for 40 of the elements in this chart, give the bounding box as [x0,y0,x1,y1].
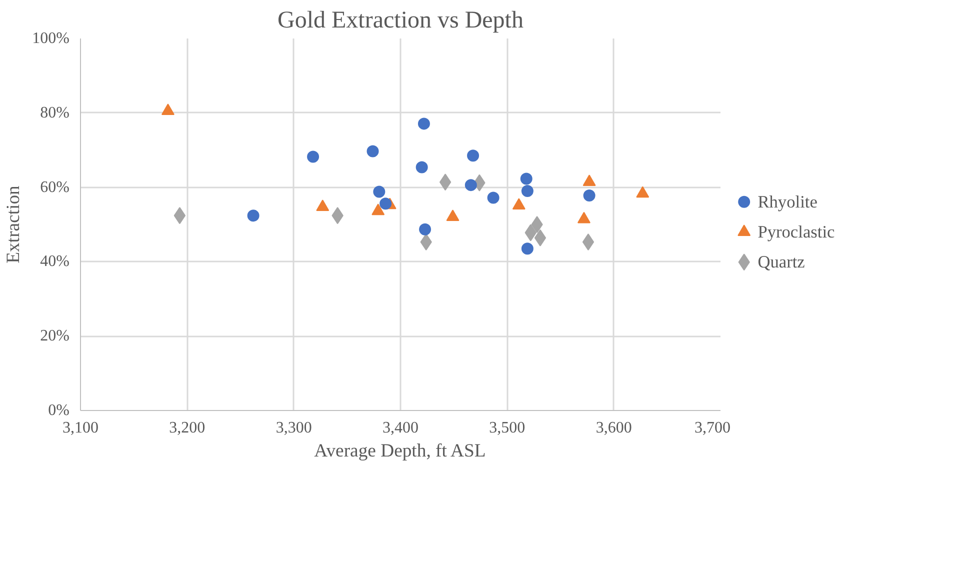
legend-label: Rhyolite [758,192,818,212]
y-tick-label: 80% [40,104,70,122]
point [446,210,460,222]
point [439,174,452,191]
legend-label: Quartz [758,252,806,272]
point [521,185,534,198]
point [419,223,432,236]
y-tick-label: 60% [40,178,70,196]
point [520,172,532,185]
point [521,242,534,255]
point [380,198,392,210]
point [487,192,500,204]
point [418,118,430,130]
x-tick-label: 3,300 [276,420,312,436]
x-tick-label: 3,700 [694,420,730,436]
point [307,150,320,163]
chart-title: Gold Extraction vs Depth [278,8,524,34]
point [373,186,386,198]
legend-label: Pyroclastic [758,222,836,242]
point [247,210,260,222]
point [467,150,480,162]
point [464,179,477,192]
y-axis-title: Extraction [3,184,24,264]
x-tick-label: 3,500 [489,420,526,436]
y-tick-label: 0% [48,402,70,419]
y-tick-label: 40% [40,253,70,270]
x-axis-title: Average Depth, ft ASL [314,440,486,462]
x-tick-label: 3,100 [62,420,98,436]
x-tick-label: 3,200 [169,420,206,436]
x-tick-label: 3,600 [596,420,632,436]
point [583,189,596,202]
point [416,161,428,174]
point [531,216,543,233]
point [366,145,379,158]
point [582,233,594,250]
y-tick-label: 20% [40,328,70,345]
y-tick-label: 100% [32,30,70,47]
x-tick-label: 3,400 [382,420,418,436]
point [174,207,186,224]
point [534,229,546,246]
